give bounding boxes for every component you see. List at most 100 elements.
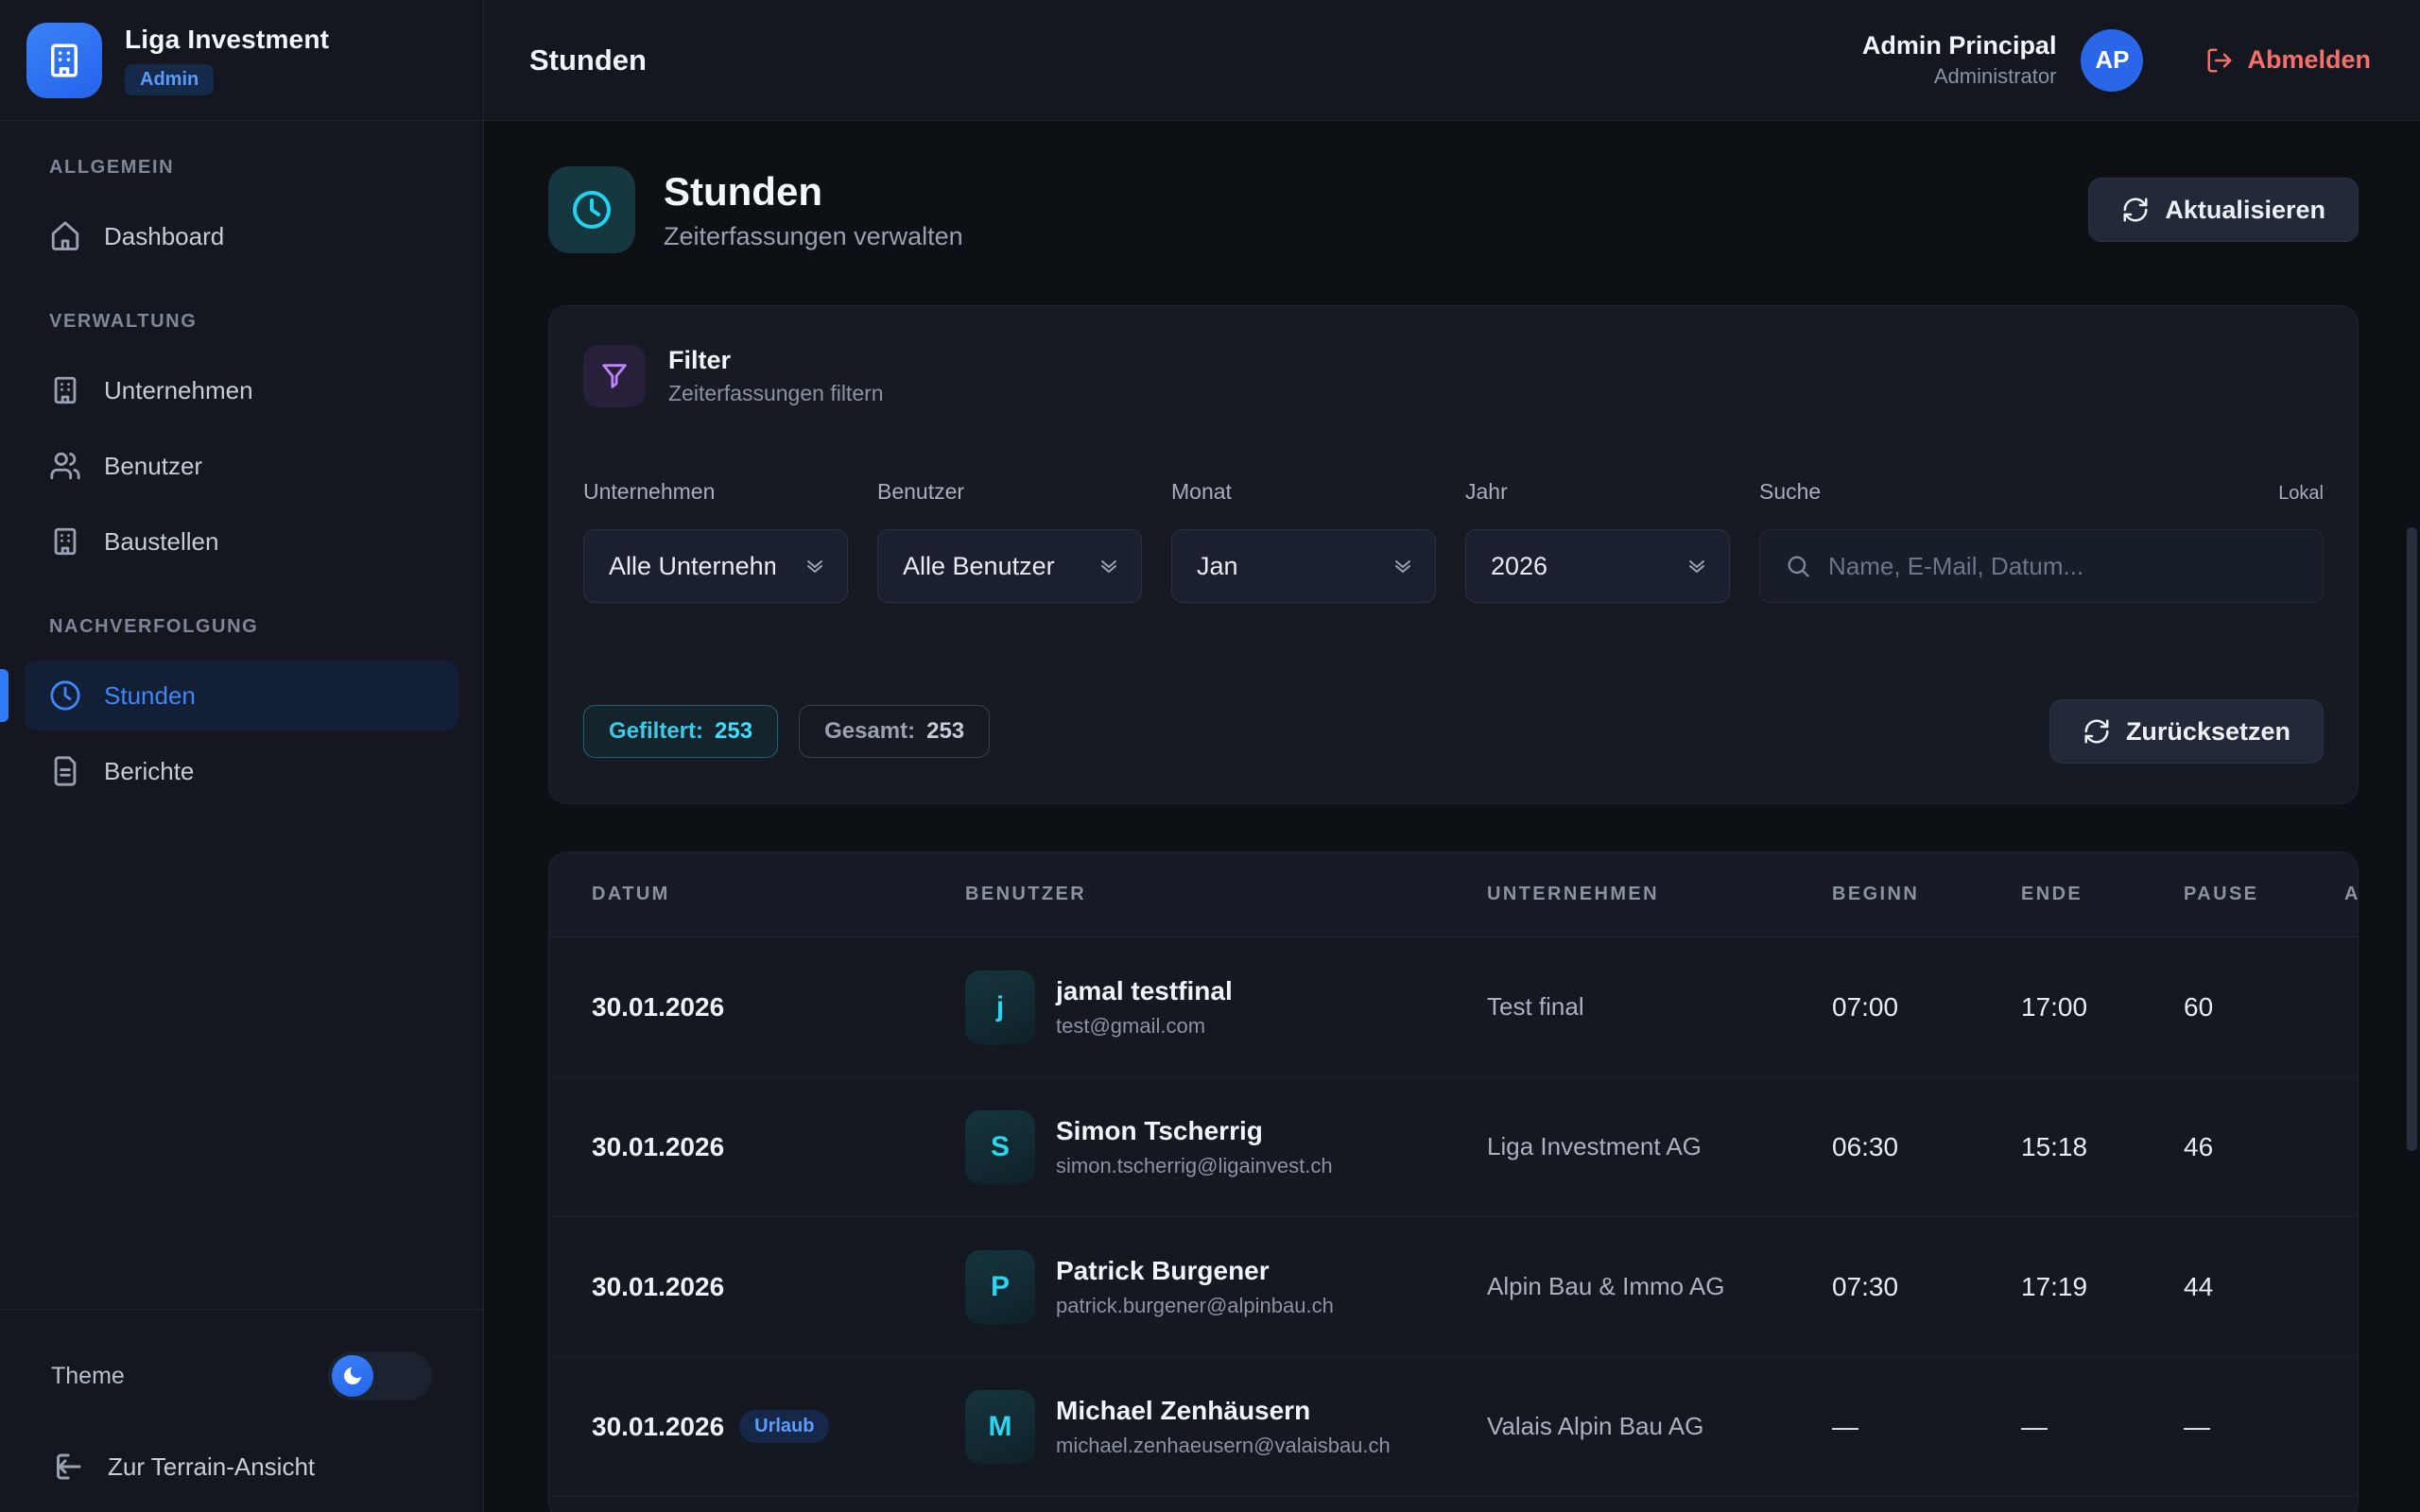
row-pause: 46 <box>2184 1131 2214 1161</box>
col-beginn: BEGINN <box>1832 884 1920 904</box>
filtered-label: Gefiltert: <box>609 718 704 744</box>
field-benutzer: Benutzer Alle Benutzer <box>877 479 1142 603</box>
select-value: Alle Benutzer <box>903 551 1055 580</box>
search-icon <box>1785 553 1811 579</box>
refresh-button[interactable]: Aktualisieren <box>2088 178 2359 242</box>
benutzer-select[interactable]: Alle Benutzer <box>877 529 1142 603</box>
row-user-email: michael.zenhaeusern@valaisbau.ch <box>1056 1433 1391 1457</box>
jahr-select[interactable]: 2026 <box>1465 529 1730 603</box>
row-user-email: patrick.burgener@alpinbau.ch <box>1056 1293 1334 1317</box>
theme-label: Theme <box>51 1362 125 1389</box>
building-icon <box>49 525 81 558</box>
sidebar-item-benutzer[interactable]: Benutzer <box>25 431 458 501</box>
row-date: 30.01.2026 <box>592 991 725 1022</box>
field-label: Unternehmen <box>583 479 716 504</box>
row-user-name: Simon Tscherrig <box>1056 1115 1263 1145</box>
filter-card: Filter Zeiterfassungen filtern Unternehm… <box>548 305 2359 804</box>
row-begin: 06:30 <box>1832 1131 1899 1161</box>
sidebar-item-dashboard[interactable]: Dashboard <box>25 201 458 271</box>
clock-icon <box>49 679 81 712</box>
reset-button[interactable]: Zurücksetzen <box>2048 699 2324 764</box>
users-icon <box>49 450 81 482</box>
search-input[interactable] <box>1828 551 2298 581</box>
col-unternehmen: UNTERNEHMEN <box>1487 884 1659 904</box>
row-pause: 44 <box>2184 1271 2214 1301</box>
field-label: Monat <box>1171 479 1232 504</box>
double-chevron-down-icon <box>804 555 826 577</box>
row-user-name: Patrick Burgener <box>1056 1255 1270 1285</box>
logout-icon <box>2205 46 2234 75</box>
sidebar-nav: ALLGEMEIN Dashboard VERWALTUNG <box>0 121 483 846</box>
total-value: 253 <box>926 718 965 744</box>
unternehmen-select[interactable]: Alle Unternehmen <box>583 529 848 603</box>
sidebar-item-berichte[interactable]: Berichte <box>25 736 458 806</box>
total-label: Gesamt: <box>824 718 916 744</box>
avatar[interactable]: AP <box>2081 28 2144 92</box>
field-suche: Suche Lokal <box>1759 479 2324 603</box>
search-label: Suche <box>1759 479 1822 504</box>
user-name: Admin Principal <box>1861 31 2057 60</box>
col-pause: PAUSE <box>2184 884 2259 904</box>
sidebar-footer: Theme <box>0 1309 483 1512</box>
filter-icon-tile <box>583 345 646 407</box>
row-user-email: test@gmail.com <box>1056 1013 1206 1038</box>
select-value: Jan <box>1197 551 1238 580</box>
sidebar-item-baustellen[interactable]: Baustellen <box>25 507 458 576</box>
page-header: Stunden Zeiterfassungen verwalten Aktual… <box>548 166 2359 253</box>
monat-select[interactable]: Jan <box>1171 529 1436 603</box>
topbar: Stunden Admin Principal Administrator AP… <box>484 0 2420 121</box>
theme-toggle[interactable] <box>328 1351 432 1400</box>
filtered-value: 253 <box>715 718 753 744</box>
nav-section-nachverfolgung: NACHVERFOLGUNG <box>49 616 259 637</box>
brand-logo <box>26 22 102 98</box>
user-role: Administrator <box>1933 64 2057 88</box>
filter-subtitle: Zeiterfassungen filtern <box>668 381 884 405</box>
table-row[interactable]: 30.01.2026 S Simon Tscherrig simon.tsche… <box>549 1077 2358 1217</box>
col-truncated: A <box>2344 884 2358 905</box>
logout-button[interactable]: Abmelden <box>2205 45 2371 75</box>
table-row[interactable]: 30.01.2026 P Patrick Burgener patrick.bu… <box>549 1217 2358 1357</box>
user-initial-avatar: j <box>965 970 1035 1044</box>
reset-label: Zurücksetzen <box>2125 716 2290 746</box>
total-badge: Gesamt: 253 <box>799 705 991 758</box>
refresh-icon <box>2083 717 2111 746</box>
refresh-label: Aktualisieren <box>2165 195 2325 224</box>
row-date: 30.01.2026 <box>592 1271 725 1301</box>
sidebar-item-label: Dashboard <box>104 221 225 250</box>
terrain-view-link[interactable]: Zur Terrain-Ansicht <box>38 1450 445 1484</box>
brand-name: Liga Investment <box>125 25 330 54</box>
table-header-row: DATUM BENUTZER UNTERNEHMEN BEGINN ENDE P… <box>549 852 2358 937</box>
col-ende: ENDE <box>2021 884 2083 904</box>
row-date: 30.01.2026 <box>592 1411 725 1441</box>
col-benutzer: BENUTZER <box>965 884 1087 904</box>
sidebar-item-stunden[interactable]: Stunden <box>0 661 458 730</box>
logout-label: Abmelden <box>2247 45 2371 74</box>
page-subtitle: Zeiterfassungen verwalten <box>664 221 963 250</box>
sidebar-item-label: Benutzer <box>104 451 203 480</box>
sidebar: Liga Investment Admin ALLGEMEIN Dashboar… <box>0 0 484 1512</box>
user-initial-avatar: M <box>965 1389 1035 1464</box>
row-status-badge: Urlaub <box>739 1410 830 1443</box>
row-user-name: Michael Zenhäusern <box>1056 1395 1311 1425</box>
field-label: Jahr <box>1465 479 1508 504</box>
sidebar-item-label: Berichte <box>104 756 195 785</box>
row-user-email: simon.tscherrig@ligainvest.ch <box>1056 1153 1333 1177</box>
table-row[interactable]: 30.01.2026 Urlaub M Michael Zenhäusern m… <box>549 1357 2358 1497</box>
table-row[interactable]: 30.01.2026 j jamal testfinal test@gmail.… <box>549 937 2358 1077</box>
select-value: 2026 <box>1491 551 1548 580</box>
double-chevron-down-icon <box>1392 555 1414 577</box>
sidebar-item-unternehmen[interactable]: Unternehmen <box>25 355 458 425</box>
row-end: — <box>2021 1411 2048 1441</box>
row-end: 17:19 <box>2021 1271 2088 1301</box>
row-begin: 07:00 <box>1832 991 1899 1022</box>
clock-icon <box>569 187 614 232</box>
row-user-name: jamal testfinal <box>1056 975 1233 1005</box>
row-date: 30.01.2026 <box>592 1131 725 1161</box>
building-icon <box>44 41 84 80</box>
row-company: Test final <box>1487 992 1584 1021</box>
row-pause: — <box>2184 1411 2210 1441</box>
select-value: Alle Unternehmen <box>609 551 775 580</box>
col-datum: DATUM <box>592 884 670 904</box>
row-begin: 07:30 <box>1832 1271 1899 1301</box>
scrollbar-thumb[interactable] <box>2407 527 2417 1151</box>
